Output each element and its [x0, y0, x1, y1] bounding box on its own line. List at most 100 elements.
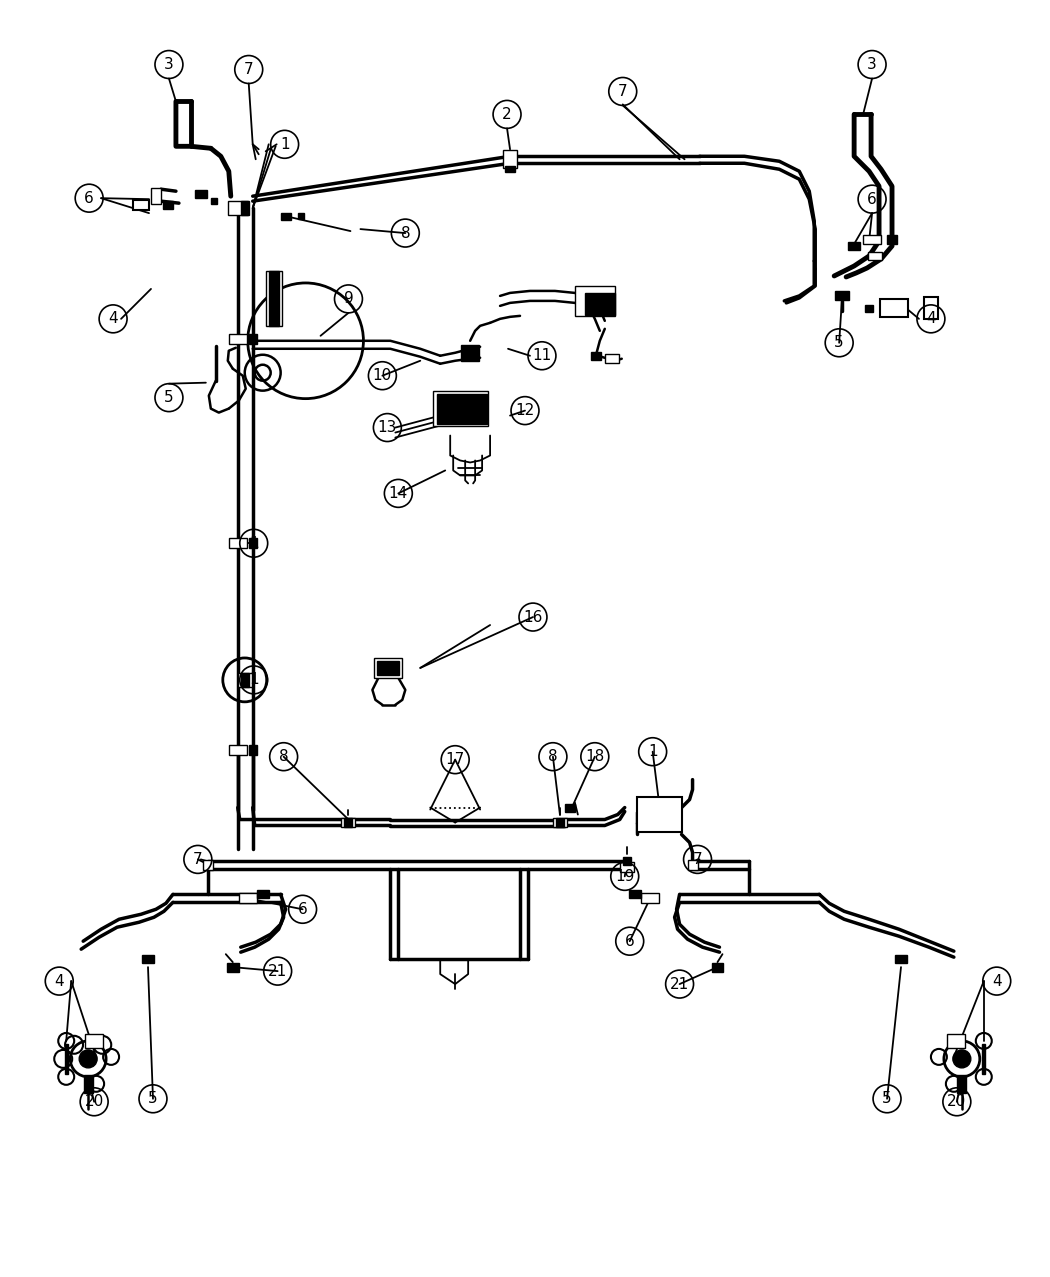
- Text: 8: 8: [279, 750, 289, 764]
- Bar: [983, 1043, 985, 1074]
- Text: 9: 9: [343, 291, 354, 306]
- Bar: [229, 539, 247, 548]
- Bar: [958, 1075, 966, 1093]
- Text: 16: 16: [523, 609, 543, 624]
- Text: 4: 4: [55, 973, 64, 988]
- Text: 5: 5: [148, 1092, 158, 1106]
- Bar: [240, 202, 249, 215]
- Text: 1: 1: [280, 137, 290, 152]
- Bar: [503, 151, 517, 169]
- Bar: [249, 744, 256, 755]
- Text: 4: 4: [992, 973, 1002, 988]
- Circle shape: [952, 1050, 971, 1068]
- Bar: [341, 817, 356, 827]
- Text: 6: 6: [298, 902, 308, 917]
- Text: 14: 14: [388, 485, 408, 501]
- Text: 18: 18: [585, 750, 605, 764]
- Bar: [605, 354, 618, 363]
- Bar: [623, 857, 631, 866]
- Text: 20: 20: [947, 1094, 966, 1110]
- Bar: [344, 817, 353, 827]
- Bar: [256, 890, 269, 898]
- Bar: [461, 345, 479, 360]
- Bar: [924, 298, 938, 319]
- Bar: [865, 305, 874, 313]
- Text: 8: 8: [400, 226, 411, 240]
- Bar: [229, 744, 247, 755]
- Bar: [688, 861, 697, 871]
- Bar: [553, 817, 567, 827]
- Bar: [211, 198, 216, 204]
- Bar: [228, 202, 248, 215]
- Bar: [565, 803, 574, 812]
- Bar: [585, 292, 614, 315]
- Bar: [637, 797, 683, 833]
- Bar: [249, 333, 256, 344]
- Bar: [85, 1034, 103, 1048]
- Text: 7: 7: [244, 63, 253, 77]
- Bar: [863, 235, 881, 244]
- Text: 5: 5: [164, 391, 173, 405]
- Bar: [297, 213, 303, 220]
- Text: 3: 3: [867, 57, 877, 72]
- Bar: [629, 890, 640, 898]
- Bar: [142, 955, 154, 963]
- Bar: [377, 661, 399, 676]
- Text: 7: 7: [193, 852, 203, 867]
- Bar: [620, 862, 634, 872]
- Bar: [229, 333, 247, 344]
- Text: 10: 10: [373, 368, 392, 383]
- Text: 6: 6: [867, 192, 877, 207]
- Text: 19: 19: [615, 868, 634, 884]
- Bar: [151, 188, 161, 204]
- Bar: [203, 861, 213, 871]
- Bar: [887, 235, 897, 244]
- Text: 11: 11: [532, 349, 551, 363]
- Text: 4: 4: [108, 312, 118, 327]
- Text: 5: 5: [882, 1092, 891, 1106]
- Circle shape: [79, 1050, 98, 1068]
- Text: 17: 17: [445, 752, 465, 767]
- Bar: [947, 1034, 965, 1048]
- Bar: [195, 190, 207, 198]
- Text: 12: 12: [516, 404, 534, 418]
- Bar: [65, 1043, 67, 1074]
- Bar: [880, 299, 908, 317]
- Bar: [240, 673, 249, 687]
- Bar: [84, 1075, 92, 1093]
- Bar: [895, 955, 907, 963]
- Bar: [505, 166, 516, 172]
- Text: 1: 1: [648, 744, 657, 760]
- Bar: [238, 894, 256, 903]
- Bar: [835, 291, 849, 300]
- Bar: [437, 393, 487, 424]
- Text: 7: 7: [693, 852, 702, 867]
- Text: 20: 20: [84, 1094, 104, 1110]
- Text: 1: 1: [249, 536, 258, 550]
- Text: 21: 21: [670, 977, 689, 991]
- Bar: [280, 213, 291, 220]
- Text: 7: 7: [618, 84, 628, 98]
- Bar: [848, 243, 860, 250]
- Text: 6: 6: [84, 190, 94, 206]
- Bar: [249, 539, 256, 548]
- Text: 21: 21: [268, 964, 288, 978]
- Bar: [266, 272, 281, 327]
- Bar: [433, 391, 487, 427]
- Bar: [555, 817, 564, 827]
- Bar: [712, 963, 723, 972]
- Bar: [133, 200, 149, 211]
- Text: 8: 8: [548, 750, 558, 764]
- Text: 13: 13: [378, 420, 397, 435]
- Text: 2: 2: [502, 107, 511, 121]
- Bar: [227, 963, 238, 972]
- Text: 3: 3: [164, 57, 174, 72]
- Bar: [163, 202, 173, 209]
- Bar: [868, 252, 882, 261]
- Bar: [640, 894, 658, 903]
- Bar: [375, 658, 402, 678]
- Bar: [269, 272, 278, 327]
- Text: 1: 1: [249, 673, 258, 687]
- Text: 6: 6: [625, 933, 634, 949]
- Bar: [591, 351, 601, 360]
